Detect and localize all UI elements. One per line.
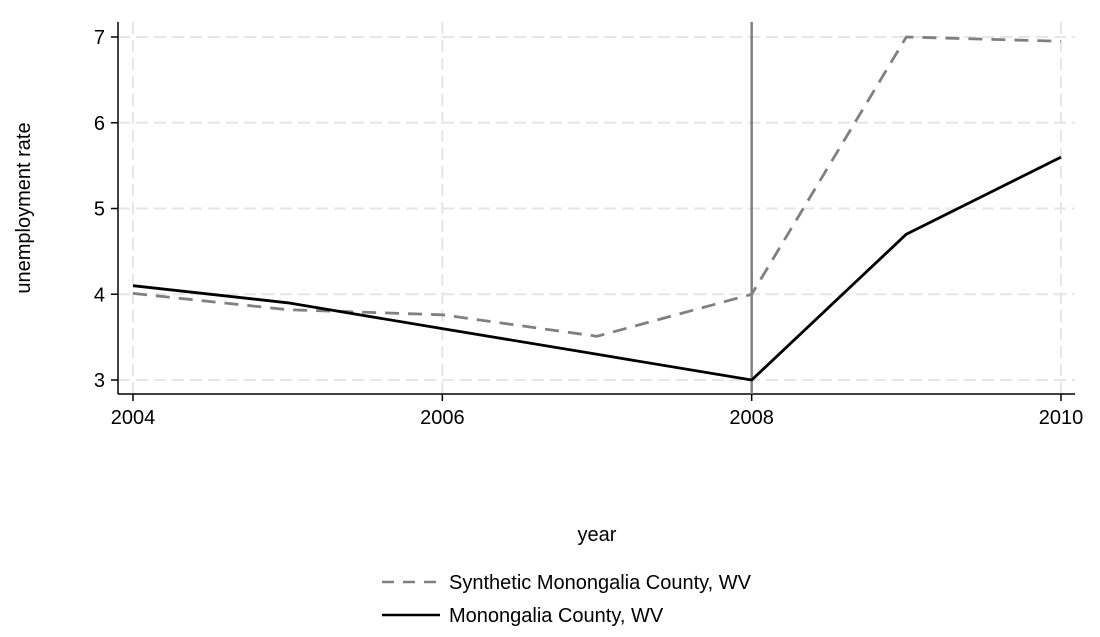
y-tick-label: 5	[94, 199, 105, 221]
x-tick-label: 2004	[111, 407, 156, 429]
y-tick-label: 4	[94, 284, 105, 306]
x-axis-title: year	[578, 524, 617, 546]
series-group	[132, 35, 1062, 382]
x-tick-label: 2006	[420, 407, 465, 429]
series-line-monongalia	[132, 155, 1062, 382]
legend-label-synthetic: Synthetic Monongalia County, WV	[449, 572, 752, 594]
grid	[118, 22, 1075, 394]
tick-labels: 3 4 5 6 7 2004 2006 2008 2010	[94, 27, 1083, 429]
series-line-synthetic	[132, 35, 1062, 338]
y-tick-label: 3	[94, 370, 105, 392]
y-axis-title: unemployment rate	[13, 122, 35, 293]
legend: Synthetic Monongalia County, WV Monongal…	[382, 572, 752, 627]
legend-label-monongalia: Monongalia County, WV	[449, 605, 664, 627]
y-tick-label: 6	[94, 113, 105, 135]
y-tick-label: 7	[94, 27, 105, 49]
x-tick-label: 2010	[1039, 407, 1084, 429]
x-tick-label: 2008	[729, 407, 774, 429]
